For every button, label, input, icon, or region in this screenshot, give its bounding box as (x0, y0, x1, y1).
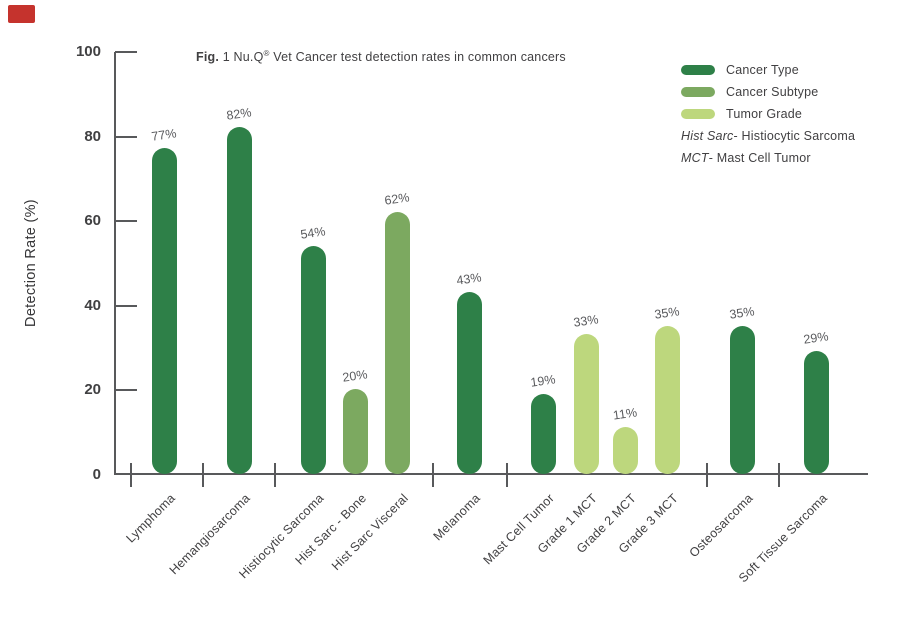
x-tick-4 (432, 463, 434, 487)
legend: Cancer Type Cancer Subtype Tumor Grade Hist… (681, 59, 855, 169)
bar-grade-3-mct (655, 326, 680, 474)
chart-title-part: ® (263, 49, 270, 58)
x-label-lymphoma: Lymphoma (123, 491, 178, 546)
note-abbreviation: Hist Sarc (681, 129, 734, 143)
x-label-melanoma: Melanoma (430, 491, 483, 544)
bar-soft-tissue-sarcoma (804, 351, 829, 474)
bar-hemangiosarcoma (227, 127, 252, 474)
x-label-osteosarcoma: Osteosarcoma (686, 491, 756, 561)
x-tick-1 (130, 463, 132, 487)
y-tick-label-100: 100 (75, 43, 101, 60)
value-label-grade-3-mct: 35% (653, 304, 681, 322)
value-label-hemangiosarcoma: 82% (225, 105, 253, 123)
legend-swatch-tumor-grade (681, 109, 715, 119)
legend-swatch-cancer-type (681, 65, 715, 75)
value-label-osteosarcoma: 35% (728, 304, 756, 322)
bar-histiocytic-sarcoma (301, 246, 326, 474)
y-tick-40 (115, 304, 137, 307)
x-label-mast-cell-tumor: Mast Cell Tumor (480, 491, 557, 568)
value-label-grade-1-mct: 33% (572, 312, 600, 330)
bar-grade-1-mct (574, 334, 599, 474)
bar-hist-sarc-bone (343, 389, 368, 474)
note-meaning: - Histiocytic Sarcoma (733, 129, 856, 143)
y-tick-20 (115, 389, 137, 392)
legend-label-cancer-type: Cancer Type (726, 63, 799, 77)
value-label-mast-cell-tumor: 19% (529, 372, 557, 390)
x-label-hist-sarc-visceral: Hist Sarc Visceral (328, 491, 411, 574)
y-axis-line (114, 52, 116, 475)
legend-note-mct: MCT - Mast Cell Tumor (681, 147, 855, 169)
chart-title-part: Vet Cancer test detection rates in commo… (269, 50, 566, 65)
value-label-lymphoma: 77% (150, 126, 178, 144)
y-tick-label-80: 80 (84, 127, 101, 145)
x-tick-7 (778, 463, 780, 487)
y-tick-100 (115, 51, 137, 53)
bar-melanoma (457, 292, 482, 474)
y-tick-label-60: 60 (84, 212, 101, 230)
y-tick-label-40: 40 (84, 296, 101, 314)
bar-grade-2-mct (613, 427, 638, 474)
x-tick-6 (706, 463, 708, 487)
legend-note-hist-sarc: Hist Sarc - Histiocytic Sarcoma (681, 125, 855, 147)
legend-item-cancer-subtype: Cancer Subtype (681, 81, 855, 103)
y-tick-label-20: 20 (84, 381, 101, 399)
y-tick-80 (115, 135, 137, 138)
x-tick-2 (202, 463, 204, 487)
note-meaning: - Mast Cell Tumor (708, 151, 811, 165)
legend-label-tumor-grade: Tumor Grade (726, 107, 803, 121)
value-label-hist-sarc-visceral: 62% (383, 190, 411, 208)
legend-label-cancer-subtype: Cancer Subtype (726, 85, 819, 99)
x-axis-line (114, 473, 868, 475)
legend-item-tumor-grade: Tumor Grade (681, 103, 855, 125)
y-tick-60 (115, 220, 137, 223)
chart-title: Fig. 1 Nu.Q® Vet Cancer test detection r… (196, 49, 566, 64)
y-tick-label-0: 0 (92, 466, 101, 483)
value-label-grade-2-mct: 11% (612, 405, 638, 423)
chart-title-part: 1 Nu.Q (219, 50, 264, 65)
legend-item-cancer-type: Cancer Type (681, 59, 855, 81)
bar-hist-sarc-visceral (385, 212, 410, 474)
bar-osteosarcoma (730, 326, 755, 474)
legend-swatch-cancer-subtype (681, 87, 715, 97)
x-tick-5 (506, 463, 508, 487)
value-label-soft-tissue-sarcoma: 29% (802, 329, 830, 347)
value-label-melanoma: 43% (455, 270, 483, 288)
y-axis-title: Detection Rate (%) (23, 199, 39, 327)
chart-title-part: Fig. (196, 50, 220, 65)
bar-lymphoma (152, 148, 177, 474)
bar-mast-cell-tumor (531, 394, 556, 474)
note-abbreviation: MCT (681, 151, 709, 165)
red-marker (8, 5, 35, 23)
x-label-hemangiosarcoma: Hemangiosarcoma (166, 491, 253, 578)
value-label-histiocytic-sarcoma: 54% (299, 224, 327, 242)
value-label-hist-sarc-bone: 20% (341, 367, 369, 385)
x-tick-3 (274, 463, 276, 487)
